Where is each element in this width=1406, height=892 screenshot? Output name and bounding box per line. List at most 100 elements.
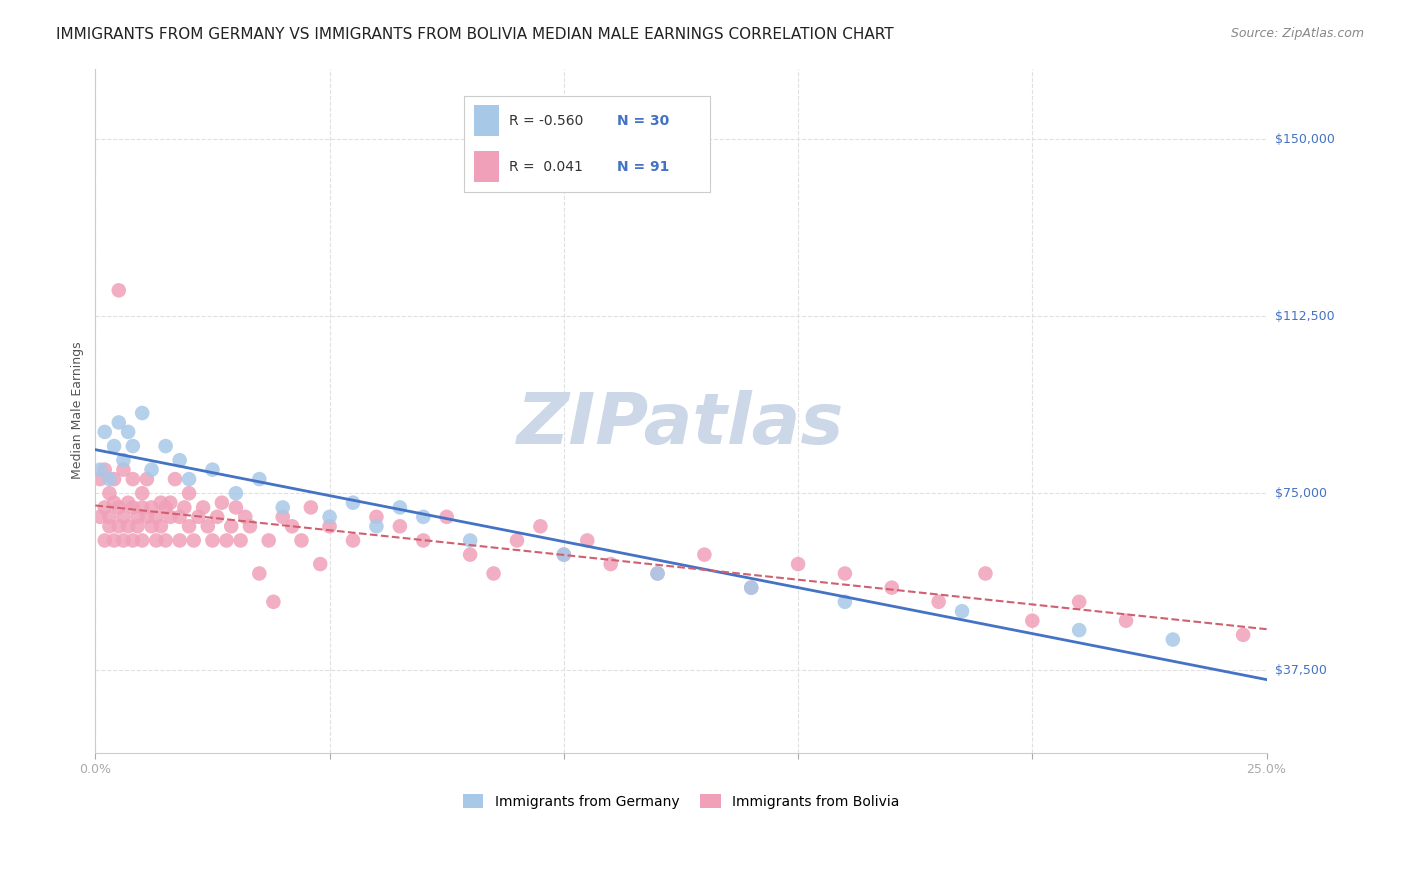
Point [155, 500, 177, 515]
Point [271, 509, 294, 524]
Point [436, 509, 458, 524]
Point [309, 557, 332, 571]
Point [173, 500, 195, 515]
Point [149, 519, 172, 533]
Point [121, 439, 143, 453]
Point [928, 595, 950, 609]
Point [1161, 632, 1184, 647]
Point [112, 453, 135, 467]
Point [93, 463, 115, 477]
Point [155, 439, 177, 453]
Point [197, 519, 219, 533]
Point [233, 509, 256, 524]
Point [131, 533, 153, 548]
Point [880, 581, 903, 595]
Point [1115, 614, 1137, 628]
Point [141, 463, 163, 477]
Point [177, 519, 200, 533]
Point [145, 533, 167, 548]
Point [155, 533, 177, 548]
Point [103, 472, 125, 486]
Point [215, 533, 238, 548]
Point [112, 463, 135, 477]
Point [1069, 595, 1091, 609]
Point [121, 500, 143, 515]
Point [529, 519, 551, 533]
Point [553, 548, 575, 562]
Point [366, 519, 388, 533]
Point [93, 500, 115, 515]
Point [183, 533, 205, 548]
Point [693, 548, 716, 562]
Text: ZIPatlas: ZIPatlas [517, 390, 845, 458]
Point [141, 519, 163, 533]
Point [247, 566, 270, 581]
Point [163, 472, 186, 486]
Point [458, 533, 481, 548]
Point [107, 283, 129, 297]
Point [177, 472, 200, 486]
Point [599, 557, 621, 571]
Point [89, 509, 111, 524]
Point [177, 486, 200, 500]
Point [262, 595, 284, 609]
Point [1021, 614, 1043, 628]
Point [107, 519, 129, 533]
Point [131, 406, 153, 420]
Point [239, 519, 262, 533]
Point [145, 509, 167, 524]
Point [229, 533, 252, 548]
Point [412, 533, 434, 548]
Text: $112,500: $112,500 [1275, 310, 1334, 323]
Point [834, 595, 856, 609]
Point [89, 472, 111, 486]
Point [117, 496, 139, 510]
Point [412, 509, 434, 524]
Point [225, 500, 247, 515]
Text: $37,500: $37,500 [1275, 664, 1327, 677]
Point [107, 500, 129, 515]
Point [112, 533, 135, 548]
Point [135, 472, 157, 486]
Point [299, 500, 322, 515]
Point [98, 472, 121, 486]
Point [117, 425, 139, 439]
Point [103, 496, 125, 510]
Point [107, 416, 129, 430]
Text: $150,000: $150,000 [1275, 133, 1334, 145]
Point [247, 472, 270, 486]
Point [647, 566, 669, 581]
Point [127, 519, 149, 533]
Point [787, 557, 810, 571]
Point [169, 453, 191, 467]
Text: $75,000: $75,000 [1275, 487, 1327, 500]
Point [117, 519, 139, 533]
Point [127, 509, 149, 524]
Point [318, 519, 340, 533]
Point [290, 533, 312, 548]
Point [388, 519, 411, 533]
Point [219, 519, 242, 533]
Point [342, 533, 364, 548]
Point [149, 496, 172, 510]
Point [93, 533, 115, 548]
Point [135, 509, 157, 524]
Point [89, 463, 111, 477]
Point [1232, 628, 1254, 642]
Text: IMMIGRANTS FROM GERMANY VS IMMIGRANTS FROM BOLIVIA MEDIAN MALE EARNINGS CORRELAT: IMMIGRANTS FROM GERMANY VS IMMIGRANTS FR… [56, 27, 894, 42]
Point [187, 509, 209, 524]
Point [647, 566, 669, 581]
Point [159, 496, 181, 510]
Point [834, 566, 856, 581]
Point [98, 509, 121, 524]
Point [458, 548, 481, 562]
Point [506, 533, 529, 548]
Point [257, 533, 280, 548]
Point [121, 533, 143, 548]
Point [169, 509, 191, 524]
Point [974, 566, 997, 581]
Point [141, 500, 163, 515]
Point [271, 500, 294, 515]
Point [159, 509, 181, 524]
Point [98, 486, 121, 500]
